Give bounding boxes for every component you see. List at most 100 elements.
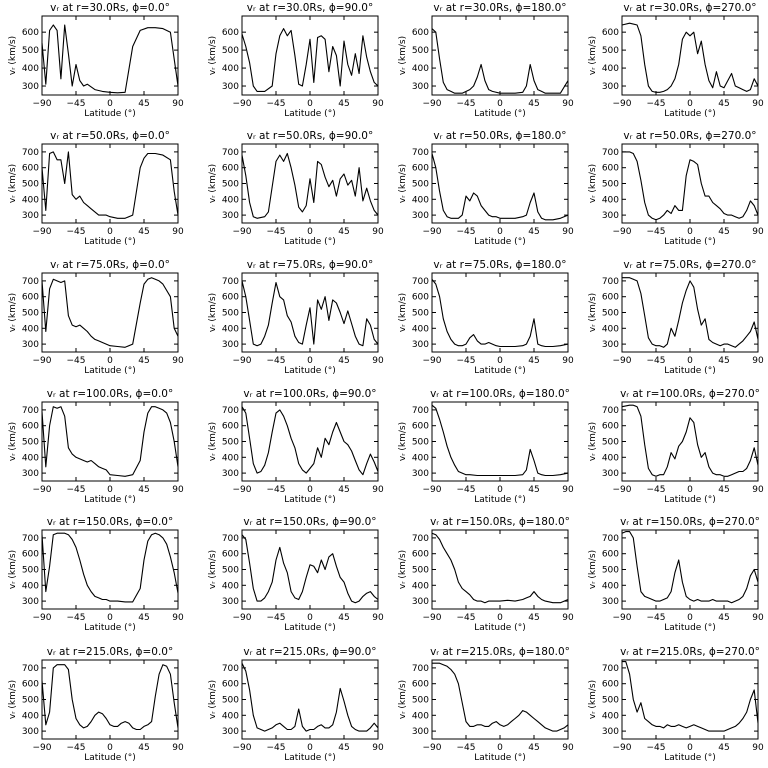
- x-axis-label: Latitude (°): [284, 366, 335, 376]
- series-line: [431, 278, 569, 348]
- y-tick-label: 700: [602, 534, 619, 544]
- x-tick-label: 90: [562, 743, 574, 753]
- y-tick-label: 500: [602, 438, 619, 448]
- x-tick-label: −90: [233, 99, 252, 109]
- x-tick-label: 0: [497, 227, 503, 237]
- x-tick-label: 90: [562, 613, 574, 623]
- panel-title: vᵣ at r=30.0Rs, ϕ=90.0°: [247, 2, 373, 14]
- y-tick-label: 300: [22, 597, 39, 607]
- y-tick-label: 500: [222, 46, 239, 56]
- x-tick-label: 45: [528, 743, 539, 753]
- y-tick-label: 300: [412, 727, 429, 737]
- panel-11: vᵣ at r=75.0Rs, ϕ=180.0° −90 −45 0 45 90 300 40…: [398, 259, 574, 376]
- x-tick-label: 45: [718, 99, 729, 109]
- y-tick-label: 700: [412, 148, 429, 158]
- y-tick-label: 500: [602, 46, 619, 56]
- x-tick-label: 45: [528, 227, 539, 237]
- x-tick-label: −45: [267, 227, 286, 237]
- x-tick-label: −45: [457, 99, 476, 109]
- plot-frame: [621, 272, 759, 353]
- panel-title: vᵣ at r=215.0Rs, ϕ=90.0°: [243, 646, 376, 658]
- y-axis-label: vᵣ (km/s): [398, 293, 408, 332]
- series-line: [622, 277, 759, 348]
- y-tick-label: 600: [602, 550, 619, 560]
- panel-title: vᵣ at r=215.0Rs, ϕ=0.0°: [47, 646, 173, 658]
- x-tick-label: 90: [752, 356, 764, 366]
- y-tick-label: 400: [602, 711, 619, 721]
- y-tick-label: 600: [222, 422, 239, 432]
- y-tick-label: 500: [602, 566, 619, 576]
- x-tick-label: −45: [457, 485, 476, 495]
- y-axis-label: vᵣ (km/s): [588, 550, 598, 589]
- x-tick-label: 45: [338, 613, 349, 623]
- x-tick-label: −45: [647, 485, 666, 495]
- y-axis-label: vᵣ (km/s): [588, 680, 598, 719]
- y-tick-label: 600: [602, 28, 619, 38]
- y-axis-label: vᵣ (km/s): [208, 36, 218, 75]
- y-tick-label: 600: [412, 550, 429, 560]
- y-tick-label: 400: [412, 324, 429, 334]
- y-tick-label: 400: [222, 324, 239, 334]
- x-axis-label: Latitude (°): [664, 623, 715, 633]
- x-tick-label: −90: [33, 485, 52, 495]
- x-tick-label: 0: [687, 613, 693, 623]
- y-tick-label: 300: [412, 597, 429, 607]
- y-tick-label: 500: [412, 438, 429, 448]
- y-tick-label: 300: [222, 340, 239, 350]
- x-tick-label: 90: [562, 99, 574, 109]
- y-tick-label: 500: [22, 696, 39, 706]
- y-tick-label: 300: [602, 727, 619, 737]
- x-tick-label: −90: [33, 743, 52, 753]
- y-tick-label: 700: [22, 534, 39, 544]
- panel-title: vᵣ at r=30.0Rs, ϕ=270.0°: [623, 2, 756, 14]
- x-tick-label: 90: [752, 613, 764, 623]
- y-tick-label: 300: [412, 469, 429, 479]
- y-tick-label: 500: [602, 696, 619, 706]
- plot-frame: [621, 143, 759, 224]
- x-tick-label: 90: [172, 356, 184, 366]
- plot-frame: [431, 401, 569, 482]
- y-tick-label: 300: [22, 727, 39, 737]
- x-axis-label: Latitude (°): [474, 109, 525, 119]
- panel-title: vᵣ at r=50.0Rs, ϕ=90.0°: [247, 130, 373, 142]
- y-tick-label: 600: [412, 680, 429, 690]
- x-tick-label: −45: [267, 99, 286, 109]
- x-tick-label: 90: [172, 485, 184, 495]
- y-tick-label: 500: [602, 309, 619, 319]
- x-tick-label: 45: [718, 227, 729, 237]
- y-axis-label: vᵣ (km/s): [8, 293, 18, 332]
- x-tick-label: 45: [718, 485, 729, 495]
- y-tick-label: 600: [22, 164, 39, 174]
- series-line: [41, 664, 179, 731]
- panel-14: vᵣ at r=100.0Rs, ϕ=90.0° −90 −45 0 45 90 300 40…: [208, 388, 384, 505]
- y-tick-label: 600: [412, 28, 429, 38]
- panel-title: vᵣ at r=75.0Rs, ϕ=90.0°: [247, 259, 373, 271]
- y-tick-label: 300: [222, 211, 239, 221]
- y-tick-label: 400: [412, 195, 429, 205]
- y-axis-label: vᵣ (km/s): [208, 680, 218, 719]
- panel-title: vᵣ at r=150.0Rs, ϕ=0.0°: [47, 516, 173, 528]
- y-tick-label: 500: [22, 180, 39, 190]
- y-tick-label: 400: [22, 64, 39, 74]
- x-tick-label: −90: [233, 743, 252, 753]
- x-tick-label: 0: [307, 99, 313, 109]
- y-tick-label: 600: [22, 422, 39, 432]
- y-tick-label: 400: [602, 195, 619, 205]
- panel-title: vᵣ at r=100.0Rs, ϕ=180.0°: [430, 388, 570, 400]
- y-tick-label: 300: [412, 82, 429, 92]
- series-line: [431, 404, 569, 477]
- y-axis-label: vᵣ (km/s): [208, 422, 218, 461]
- plot-frame: [41, 659, 179, 740]
- x-tick-label: 45: [528, 485, 539, 495]
- x-tick-label: −90: [423, 227, 442, 237]
- x-tick-label: −45: [67, 99, 86, 109]
- x-tick-label: −45: [67, 227, 86, 237]
- x-tick-label: 0: [687, 356, 693, 366]
- panel-title: vᵣ at r=30.0Rs, ϕ=0.0°: [50, 2, 170, 14]
- panel-title: vᵣ at r=150.0Rs, ϕ=90.0°: [243, 516, 376, 528]
- y-tick-label: 400: [412, 64, 429, 74]
- y-axis-label: vᵣ (km/s): [398, 164, 408, 203]
- panel-9: vᵣ at r=75.0Rs, ϕ=0.0° −90 −45 0 45 90 300 400 5…: [8, 259, 184, 376]
- y-tick-label: 400: [22, 324, 39, 334]
- x-tick-label: 45: [528, 613, 539, 623]
